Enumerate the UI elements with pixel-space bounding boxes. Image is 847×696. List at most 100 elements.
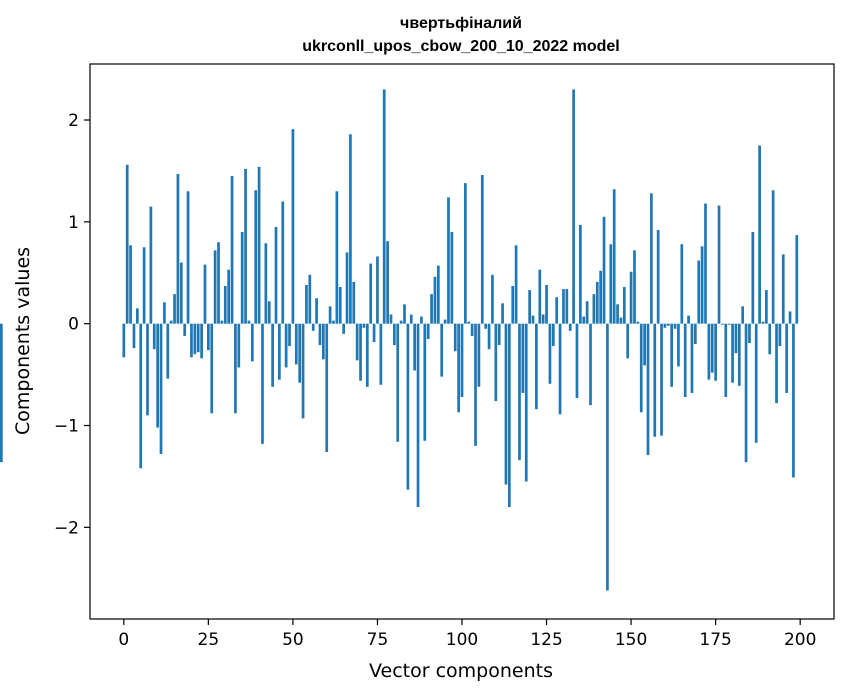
- y-tick-label: 0: [68, 315, 79, 335]
- bar: [169, 320, 173, 324]
- bar: [430, 294, 433, 324]
- bar: [511, 286, 515, 324]
- x-tick-label: 0: [118, 630, 129, 650]
- bar: [518, 323, 521, 461]
- bar: [163, 302, 166, 324]
- bar: [440, 323, 444, 377]
- bar: [497, 323, 501, 346]
- bar: [325, 323, 329, 452]
- bar: [751, 232, 755, 324]
- bar: [744, 323, 748, 463]
- bar: [792, 323, 795, 478]
- bar: [535, 323, 538, 410]
- bar: [677, 323, 680, 367]
- bar: [237, 323, 241, 368]
- bar: [788, 311, 792, 324]
- bar: [135, 308, 139, 324]
- chart-title-line2: ukrconll_upos_cbow_200_10_2022 model: [302, 38, 619, 55]
- bar: [565, 289, 569, 324]
- bar: [558, 323, 562, 415]
- bar: [501, 303, 504, 324]
- bar: [582, 316, 586, 324]
- bar: [230, 176, 234, 324]
- bar: [710, 323, 714, 373]
- bar: [636, 321, 640, 324]
- bar: [538, 269, 542, 324]
- bar: [274, 226, 278, 324]
- bar: [768, 323, 772, 355]
- bar: [244, 168, 247, 324]
- bar: [156, 323, 159, 428]
- bar: [660, 323, 663, 436]
- bar: [321, 323, 325, 360]
- bar: [396, 323, 400, 442]
- bar: [551, 323, 555, 347]
- bar: [413, 323, 417, 371]
- bar: [149, 206, 153, 324]
- bar: [643, 323, 646, 366]
- bar: [622, 287, 626, 324]
- bar: [166, 323, 170, 379]
- bar: [315, 298, 318, 324]
- bar: [379, 323, 383, 385]
- bar: [795, 235, 799, 324]
- bar: [281, 201, 285, 324]
- bar: [707, 323, 711, 380]
- bar: [436, 265, 440, 324]
- bar: [132, 323, 136, 349]
- x-tick-label: 125: [530, 630, 562, 650]
- bar: [737, 323, 741, 386]
- bar: [450, 232, 454, 324]
- bar: [146, 323, 149, 416]
- bar: [602, 216, 606, 324]
- bar: [595, 281, 599, 324]
- bar: [179, 262, 183, 324]
- bar: [494, 323, 498, 402]
- bar: [190, 323, 193, 358]
- x-axis-label: Vector components: [369, 660, 553, 682]
- bar: [687, 315, 690, 324]
- bar: [734, 323, 738, 354]
- y-tick-label: −1: [54, 417, 79, 437]
- bar: [521, 323, 525, 393]
- bar: [717, 205, 721, 324]
- bar: [386, 241, 389, 324]
- bar: [765, 290, 768, 324]
- bar: [406, 323, 410, 490]
- bar: [663, 323, 667, 328]
- bar: [457, 323, 460, 413]
- chart-title-line1: чвертьфіналий: [400, 15, 522, 32]
- bar: [656, 229, 660, 324]
- bar: [704, 203, 707, 324]
- bar: [217, 242, 220, 324]
- bar: [234, 323, 237, 414]
- bar: [541, 314, 545, 324]
- bar: [365, 323, 369, 387]
- bar: [727, 323, 731, 325]
- bar: [173, 294, 176, 324]
- bar: [619, 317, 623, 324]
- bar: [589, 323, 592, 406]
- bar: [467, 321, 471, 324]
- bar: [785, 323, 789, 393]
- bar: [741, 306, 745, 324]
- bar: [548, 323, 552, 384]
- bar: [609, 244, 613, 324]
- y-axis-label: Components values: [12, 247, 34, 435]
- bar: [254, 190, 258, 324]
- bar: [382, 89, 386, 324]
- bar: [670, 323, 674, 387]
- bar: [545, 284, 548, 324]
- bar: [335, 191, 339, 324]
- bar: [484, 323, 488, 329]
- bar: [196, 323, 200, 353]
- bar: [261, 323, 264, 444]
- bar: [345, 252, 349, 324]
- bar: [778, 323, 782, 347]
- bar: [355, 323, 359, 361]
- bar: [139, 323, 143, 469]
- bar: [227, 269, 231, 324]
- bar: [129, 245, 132, 324]
- bar: [599, 270, 603, 324]
- bar: [125, 164, 129, 324]
